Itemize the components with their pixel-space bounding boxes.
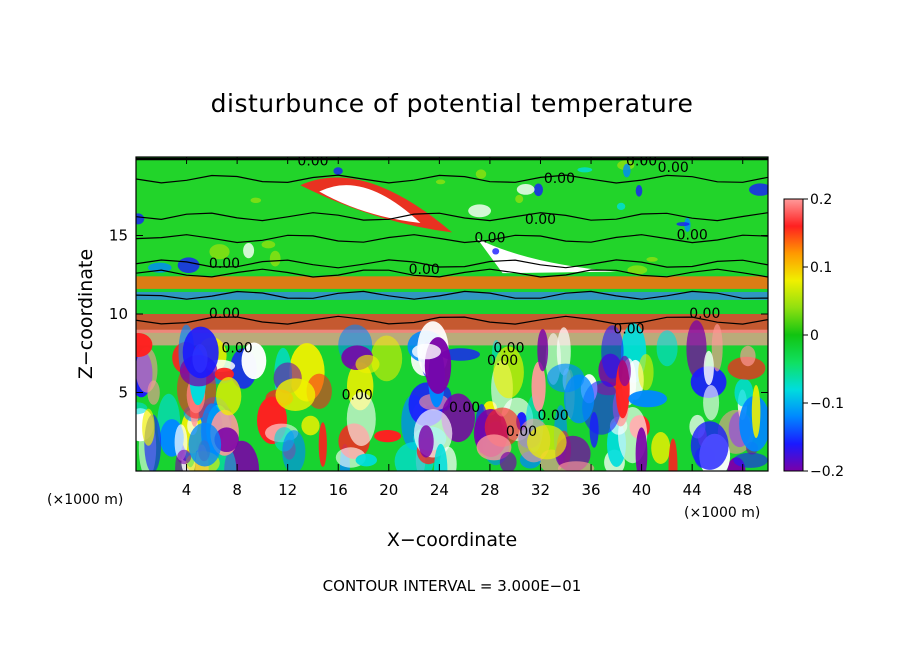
colorbar-gradient — [783, 198, 804, 472]
x-tick-label: 16 — [329, 481, 348, 499]
contour-label: 0.00 — [689, 306, 720, 322]
contour-label: 0.00 — [544, 171, 575, 187]
contour-label: 0.00 — [658, 160, 689, 176]
colorbar-tick-label: 0.2 — [810, 192, 832, 208]
contour-label: 0.00 — [506, 424, 537, 440]
contour-label: 0.00 — [342, 388, 373, 404]
contour-interval-note: CONTOUR INTERVAL = 3.000E−01 — [323, 577, 582, 595]
colorbar-tick-label: −0.2 — [810, 464, 844, 480]
colorbar: 0.2 0.1 0 −0.1 −0.2 — [783, 192, 844, 480]
x-tick-label: 8 — [232, 481, 242, 499]
contour-label: 0.00 — [222, 341, 253, 357]
plot-area: 0.00 0.000.000.000.000.000.000.00 0.000.00… — [136, 154, 768, 471]
contour-label: 0.00 — [677, 228, 708, 244]
colorbar-tick-label: 0 — [810, 328, 819, 344]
contour-label: 0.00 — [409, 262, 440, 278]
y-axis: 5 10 15 — [109, 227, 768, 402]
x-tick-label: 4 — [182, 481, 192, 499]
x-tick-label: 20 — [379, 481, 398, 499]
x-unit-label-right: (×1000 m) — [684, 505, 760, 521]
contour-label: 0.00 — [493, 341, 524, 357]
x-tick-label: 40 — [632, 481, 651, 499]
contour-label: 0.00 — [449, 400, 480, 416]
x-tick-label: 12 — [278, 481, 297, 499]
contour-label: 0.00 — [209, 306, 240, 322]
x-tick-label: 28 — [480, 481, 499, 499]
x-axis-label: X−coordinate — [387, 529, 517, 551]
contour-label: 0.00 — [538, 408, 569, 424]
contour-label: 0.00 — [297, 154, 328, 170]
y-tick-label: 15 — [109, 227, 128, 245]
colorbar-tick-label: −0.1 — [810, 396, 844, 412]
x-tick-label: 48 — [733, 481, 752, 499]
y-tick-label: 10 — [109, 305, 128, 323]
colorbar-tick-label: 0.1 — [810, 260, 832, 276]
x-tick-label: 44 — [683, 481, 702, 499]
x-tick-label: 24 — [430, 481, 449, 499]
x-tick-label: 32 — [531, 481, 550, 499]
contour-label: 0.00 — [613, 322, 644, 338]
contour-label: 0.00 — [474, 231, 505, 247]
contour-label: 0.00 — [525, 212, 556, 228]
y-tick-label: 5 — [118, 384, 128, 402]
chart-title: disturbunce of potential temperature — [211, 89, 694, 118]
x-tick-label: 36 — [581, 481, 600, 499]
y-axis-label: Z−coordinate — [75, 249, 97, 379]
contour-label: 0.00 — [487, 353, 518, 369]
x-axis: 4 8 12 16 20 24 28 32 36 40 44 48 — [182, 157, 752, 499]
contour-label: 0.00 — [209, 256, 240, 272]
x-unit-label-left: (×1000 m) — [47, 492, 123, 508]
